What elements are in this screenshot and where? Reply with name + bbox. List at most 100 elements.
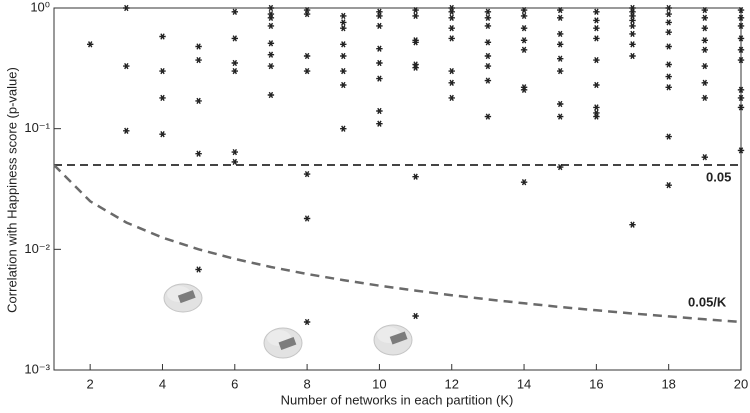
point — [376, 8, 383, 15]
point — [340, 12, 347, 20]
x-tick-label: 18 — [661, 376, 675, 391]
point — [412, 312, 419, 320]
point — [376, 120, 383, 127]
point — [629, 30, 636, 38]
point — [376, 59, 383, 67]
point — [231, 8, 239, 15]
point — [701, 94, 708, 102]
point — [267, 40, 275, 47]
point — [665, 182, 672, 189]
point — [484, 22, 492, 30]
point — [701, 37, 708, 44]
brain-icon — [163, 283, 203, 313]
point — [448, 35, 455, 42]
point — [701, 25, 708, 32]
point — [159, 94, 166, 102]
point — [484, 52, 492, 60]
point — [737, 6, 745, 14]
point — [520, 179, 528, 186]
point — [701, 46, 708, 53]
point — [484, 39, 492, 46]
point — [593, 109, 600, 117]
point — [629, 221, 636, 228]
point — [665, 133, 672, 140]
point — [701, 79, 708, 86]
point — [376, 22, 383, 30]
point — [737, 14, 745, 21]
point — [159, 33, 166, 40]
point — [737, 104, 745, 111]
point — [340, 81, 347, 89]
x-tick-label: 4 — [159, 376, 166, 391]
point — [629, 17, 636, 24]
y-tick-label: 10⁻³ — [24, 361, 50, 376]
point — [376, 75, 383, 82]
point — [303, 67, 311, 75]
point — [340, 25, 347, 32]
point — [195, 43, 202, 50]
point — [557, 67, 564, 75]
point — [267, 14, 275, 21]
point — [303, 10, 311, 18]
point — [557, 30, 564, 38]
point — [701, 154, 708, 161]
point — [303, 318, 311, 326]
point — [665, 43, 672, 50]
point — [267, 4, 275, 12]
point — [737, 86, 745, 93]
point — [340, 52, 347, 60]
point — [231, 158, 239, 166]
point — [412, 64, 419, 71]
y-tick-label: 10⁰ — [30, 0, 50, 14]
point — [412, 12, 419, 20]
point — [448, 94, 455, 102]
point — [484, 14, 492, 21]
point — [267, 51, 275, 58]
point — [557, 14, 564, 21]
y-tick-label: 10⁻¹ — [24, 120, 50, 135]
point — [303, 52, 311, 60]
point — [557, 6, 564, 14]
point — [267, 91, 275, 99]
point — [267, 22, 275, 30]
point — [737, 56, 745, 64]
point — [231, 35, 239, 42]
point — [159, 131, 166, 138]
point — [557, 41, 564, 48]
point — [195, 150, 202, 157]
threshold-label: 0.05 — [706, 169, 731, 184]
point — [448, 67, 455, 75]
point — [629, 52, 636, 60]
point — [737, 35, 745, 42]
point — [737, 46, 745, 53]
point — [665, 29, 672, 36]
point — [267, 62, 275, 70]
point — [629, 12, 636, 20]
point — [123, 127, 130, 134]
point — [448, 25, 455, 32]
point — [340, 125, 347, 132]
point — [412, 39, 419, 46]
point — [412, 173, 419, 180]
point — [557, 163, 564, 171]
point — [376, 107, 383, 115]
point — [195, 266, 202, 273]
x-tick-label: 2 — [87, 376, 94, 391]
point — [340, 19, 347, 26]
y-tick-label: 10⁻² — [24, 241, 50, 256]
brain-icon — [373, 324, 413, 356]
point — [448, 14, 455, 21]
point — [737, 147, 745, 154]
point — [448, 4, 455, 12]
point — [195, 97, 202, 105]
point — [665, 19, 672, 26]
point — [557, 55, 564, 62]
point — [557, 113, 564, 120]
point — [231, 148, 239, 156]
point — [520, 12, 528, 20]
point — [267, 10, 275, 18]
point — [665, 84, 672, 91]
point — [701, 14, 708, 21]
point — [376, 45, 383, 52]
